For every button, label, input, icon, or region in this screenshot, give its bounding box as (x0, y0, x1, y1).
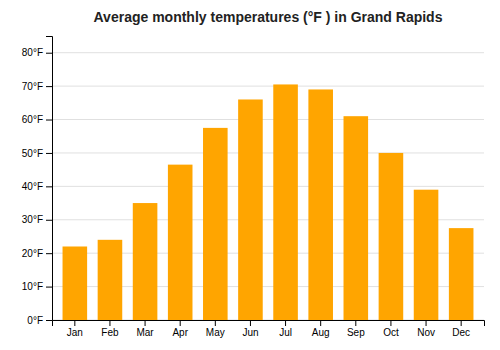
y-axis: 0°F 10°F 20°F 30°F 40°F 50°F 60°F 70°F 80°F (22, 37, 53, 326)
tick: Sep (347, 320, 365, 338)
title: Average monthly temperatures (°F ) in Gr… (94, 9, 443, 25)
tick-label: Jul (279, 327, 292, 338)
tick-mark (46, 320, 52, 321)
tick-label: Aug (312, 327, 330, 338)
tick-label: Jun (242, 327, 258, 338)
grid-line (52, 119, 484, 120)
tick: Feb (101, 320, 119, 338)
tick: May (206, 320, 225, 338)
tick: 80°F (22, 47, 52, 58)
tick: Jul (279, 320, 292, 338)
tick: Apr (172, 320, 188, 338)
tick-mark (46, 287, 52, 288)
tick: Jun (242, 320, 258, 338)
tick: Nov (417, 320, 435, 338)
bar (238, 99, 263, 320)
tick: 60°F (22, 114, 52, 125)
tick-label: 80°F (22, 47, 43, 58)
tick-label: 0°F (27, 315, 43, 326)
chart-svg: 0°F 10°F 20°F 30°F 40°F 50°F 60°F 70°F 80°F Jan Fe… (0, 0, 500, 350)
tick-mark (46, 153, 52, 154)
tick: 20°F (22, 248, 52, 259)
tick-mark (426, 320, 427, 326)
tick-mark (215, 320, 216, 326)
tick-label: 50°F (22, 148, 43, 159)
axis-line (46, 37, 53, 321)
tick-label: May (206, 327, 225, 338)
bar (63, 246, 88, 320)
grid-line (52, 86, 484, 87)
tick-mark (46, 86, 52, 87)
tick-mark (46, 253, 52, 254)
tick-mark (46, 53, 52, 54)
tick-mark (109, 320, 110, 326)
tick-label: 10°F (22, 281, 43, 292)
bar (308, 89, 333, 320)
tick-mark (46, 120, 52, 121)
tick: Aug (312, 320, 330, 338)
tick-label: Oct (383, 327, 399, 338)
bar (344, 116, 369, 320)
tick-label: 60°F (22, 114, 43, 125)
tick-mark (320, 320, 321, 326)
x-axis: Jan Feb Mar Apr May Jun Jul Aug Sep Oct Nov Dec (53, 320, 485, 338)
tick-label: 40°F (22, 181, 43, 192)
tick-label: Apr (172, 327, 188, 338)
bar (203, 128, 228, 320)
chart-container: 0°F 10°F 20°F 30°F 40°F 50°F 60°F 70°F 80°F Jan Fe… (0, 0, 500, 350)
tick-mark (461, 320, 462, 326)
tick: Mar (136, 320, 154, 338)
tick: Dec (452, 320, 470, 338)
tick-mark (250, 320, 251, 326)
grid-line (52, 52, 484, 53)
tick-mark (285, 320, 286, 326)
tick-mark (46, 186, 52, 187)
tick: 70°F (22, 81, 52, 92)
bar (133, 203, 158, 320)
tick: 0°F (27, 315, 52, 326)
bars (63, 84, 474, 320)
tick: 30°F (22, 214, 52, 225)
tick: Oct (383, 320, 399, 338)
bar (449, 228, 474, 320)
tick-label: Sep (347, 327, 365, 338)
bar (379, 153, 404, 320)
axis-line (53, 321, 485, 327)
tick: 50°F (22, 148, 52, 159)
tick-label: Jan (67, 327, 83, 338)
tick: 40°F (22, 181, 52, 192)
tick: Jan (67, 320, 83, 338)
tick-mark (46, 220, 52, 221)
bar (414, 190, 439, 320)
grid (52, 53, 484, 320)
tick-label: Feb (101, 327, 119, 338)
grid-line (52, 186, 484, 187)
plot-area: 0°F 10°F 20°F 30°F 40°F 50°F 60°F 70°F 80°F Jan Fe… (22, 37, 485, 339)
grid-line (52, 152, 484, 153)
tick-mark (145, 320, 146, 326)
tick-mark (74, 320, 75, 326)
tick-mark (180, 320, 181, 326)
tick-label: Nov (417, 327, 435, 338)
bar (168, 165, 193, 320)
tick-label: 70°F (22, 81, 43, 92)
tick-label: 20°F (22, 248, 43, 259)
bar (98, 240, 123, 320)
tick-label: Mar (136, 327, 154, 338)
tick: 10°F (22, 281, 52, 292)
bar (273, 84, 298, 320)
tick-mark (355, 320, 356, 326)
tick-mark (390, 320, 391, 326)
tick-label: Dec (452, 327, 470, 338)
tick-label: 30°F (22, 214, 43, 225)
